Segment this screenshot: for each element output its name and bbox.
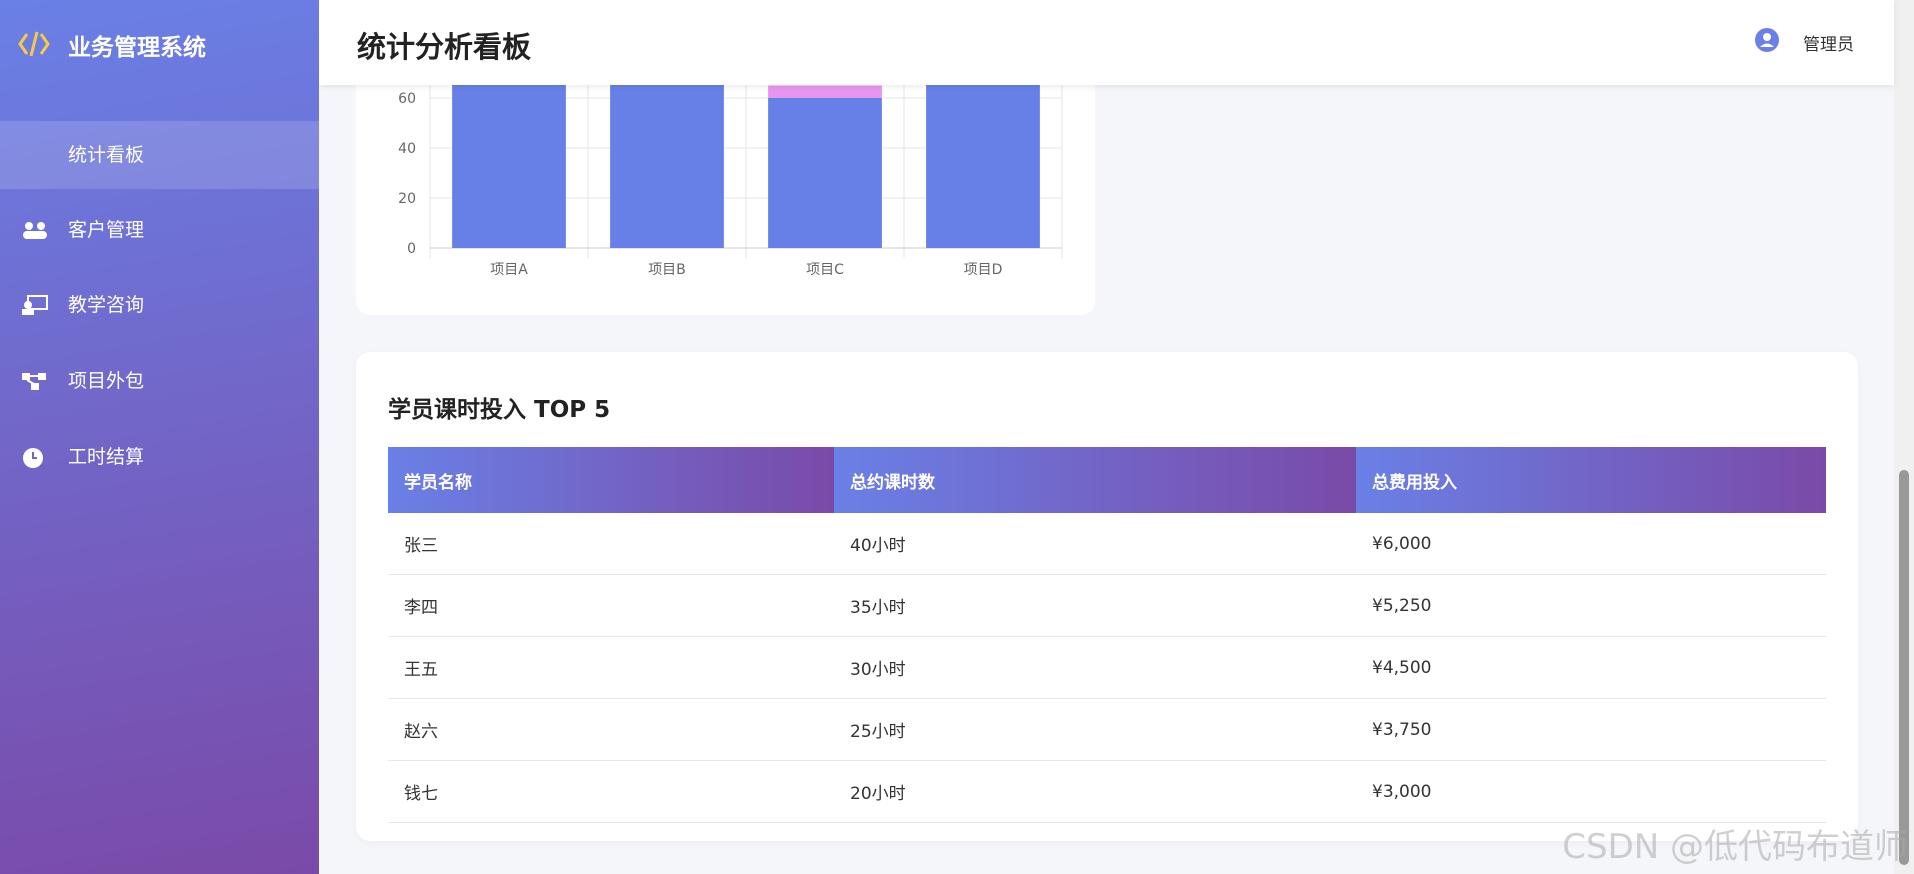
y-tick-label: 20 [398, 191, 416, 207]
page-title: 统计分析看板 [357, 30, 532, 64]
sidebar: 业务管理系统 统计看板 客户管理 教学咨询 项目外包 工时结算 [0, 0, 319, 874]
table-cell: 赵六 [388, 698, 834, 761]
user-icon[interactable] [1754, 27, 1780, 53]
menu-label[interactable]: 项目外包 [68, 370, 145, 392]
table-cell: 25小时 [834, 698, 1356, 761]
table-row: 李四 35小时 ¥5,250 [388, 574, 1826, 637]
table-row: 赵六 25小时 ¥3,750 [388, 698, 1826, 761]
x-tick-label: 项目A [490, 262, 528, 278]
table-cell: 张三 [388, 513, 834, 575]
bar [768, 98, 882, 248]
scrollbar[interactable] [1894, 0, 1914, 874]
menu-item[interactable]: 客户管理 [0, 196, 319, 264]
table-cell: 30小时 [834, 636, 1356, 699]
x-tick-label: 项目B [648, 262, 686, 278]
column-header: 学员名称 [388, 447, 834, 513]
column-header: 总费用投入 [1356, 447, 1826, 513]
table-row: 钱七 20小时 ¥3,000 [388, 760, 1826, 823]
table-cell: 35小时 [834, 574, 1356, 637]
header: 统计分析看板 管理员 [319, 0, 1894, 85]
menu-label[interactable]: 教学咨询 [68, 294, 145, 316]
user-name[interactable]: 管理员 [1803, 35, 1854, 55]
menu-item[interactable]: 项目外包 [0, 347, 319, 415]
x-tick-label: 项目C [806, 262, 844, 278]
table-cell: ¥3,750 [1356, 698, 1826, 761]
table-row: 张三 40小时 ¥6,000 [388, 513, 1826, 575]
y-tick-label: 0 [407, 241, 416, 257]
table-cell: 钱七 [388, 760, 834, 823]
logo-icon [18, 31, 50, 57]
table-cell: ¥6,000 [1356, 513, 1826, 575]
table-title: 学员课时投入 TOP 5 [388, 397, 611, 423]
brand: 业务管理系统 [68, 35, 206, 61]
table-cell: ¥3,000 [1356, 760, 1826, 823]
column-header: 总约课时数 [834, 447, 1356, 513]
table-cell: 王五 [388, 636, 834, 699]
table-card: 学员课时投入 TOP 5 学员名称 总约课时数 总费用投入 张三 40小时 ¥6,000 李… [356, 352, 1858, 841]
watermark: CSDN @低代码布道师 [1562, 827, 1908, 867]
x-tick-label: 项目D [964, 262, 1003, 278]
menu-label[interactable]: 统计看板 [68, 144, 145, 166]
table-cell: ¥4,500 [1356, 636, 1826, 699]
menu-label[interactable]: 工时结算 [68, 446, 145, 468]
table-cell: 40小时 [834, 513, 1356, 575]
menu-item[interactable]: 工时结算 [0, 423, 319, 491]
table: 学员名称 总约课时数 总费用投入 张三 40小时 ¥6,000 李四 35小时 ¥5,250 王五… [388, 447, 1826, 823]
table-cell: 20小时 [834, 760, 1356, 823]
table-cell: 李四 [388, 574, 834, 637]
y-tick-label: 60 [398, 91, 416, 107]
y-tick-label: 40 [398, 141, 416, 157]
table-cell: ¥5,250 [1356, 574, 1826, 637]
menu-label[interactable]: 客户管理 [68, 219, 145, 241]
table-row: 王五 30小时 ¥4,500 [388, 636, 1826, 699]
menu-item[interactable]: 统计看板 [0, 121, 319, 189]
scroll-thumb[interactable] [1899, 470, 1909, 865]
menu-item[interactable]: 教学咨询 [0, 271, 319, 339]
bar [768, 85, 882, 98]
